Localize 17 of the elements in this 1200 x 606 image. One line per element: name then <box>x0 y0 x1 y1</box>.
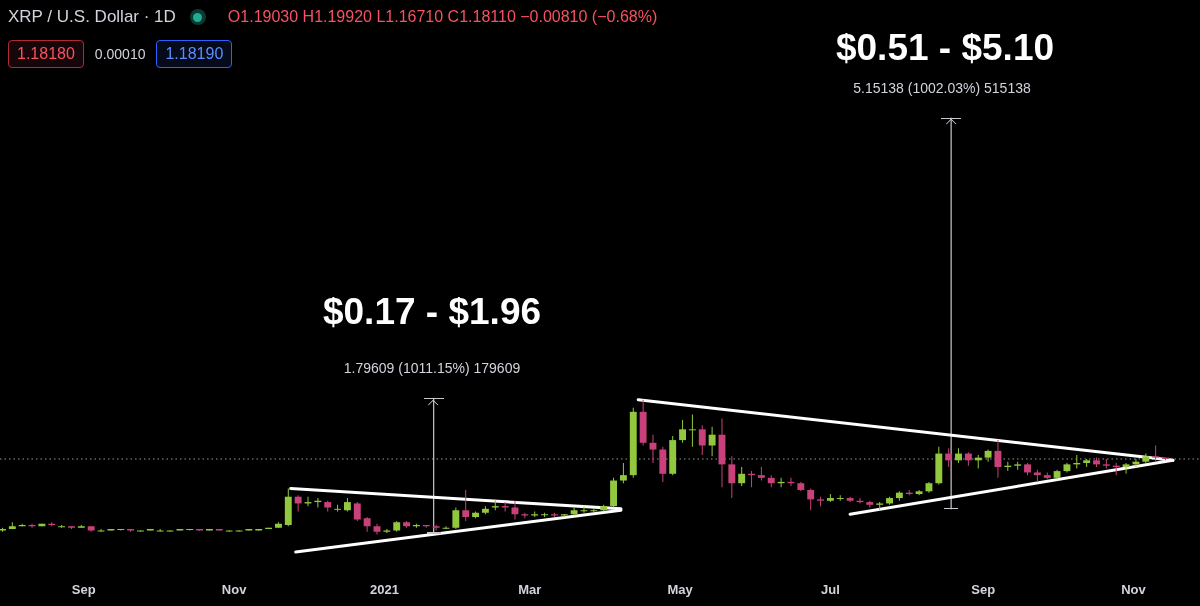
text: $0.17 - $1.96 <box>322 290 542 334</box>
x-tick-label: Mar <box>518 581 542 597</box>
x-tick-label: May <box>667 581 694 597</box>
text: $0.51 - $5.10 <box>835 26 1055 70</box>
x-tick-label: Jul <box>820 581 840 597</box>
x-tick-label: Nov <box>221 581 248 597</box>
text: 0.00010 <box>94 46 146 62</box>
x-tick-label: Sep <box>71 581 96 597</box>
text: 1.79609 (1011.15%) 179609 <box>343 359 521 377</box>
x-tick-label: Nov <box>1121 581 1147 597</box>
chart-title: XRP / U.S. Dollar · 1D <box>8 7 176 27</box>
x-tick-label: 2021 <box>369 581 399 597</box>
price-box: 1.18190 <box>156 40 233 68</box>
x-tick-label: Sep <box>971 581 996 597</box>
price-box: 1.18180 <box>8 40 84 68</box>
text: 5.15138 (1002.03%) 515138 <box>853 79 1031 97</box>
text: O1.19030 H1.19920 L1.16710 C1.18110 −0.00810 (−0.68%) <box>227 7 658 27</box>
